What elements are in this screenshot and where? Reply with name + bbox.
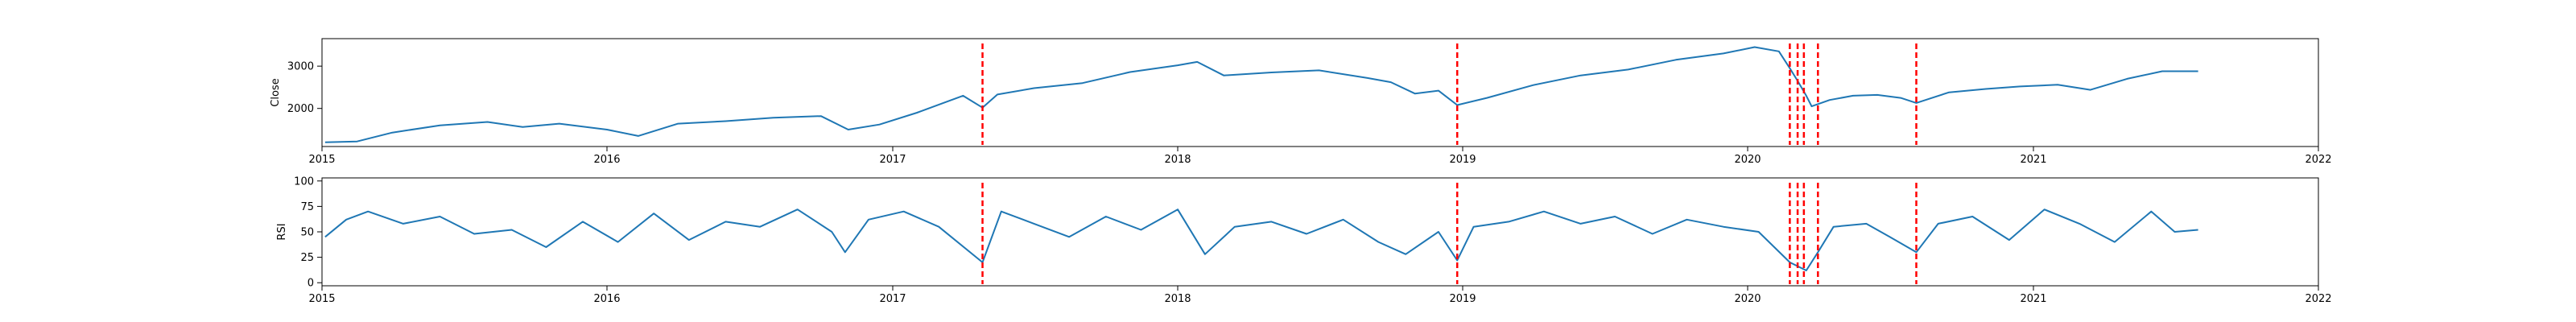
x-tick-label: 2015 <box>308 154 335 166</box>
x-tick-label: 2017 <box>879 293 906 305</box>
x-tick-label: 2016 <box>593 154 620 166</box>
x-tick-label: 2019 <box>1449 293 1476 305</box>
x-tick-label: 2018 <box>1164 154 1191 166</box>
x-tick-label: 2017 <box>879 154 906 166</box>
x-tick-label: 2020 <box>1734 154 1761 166</box>
x-tick-label: 2018 <box>1164 293 1191 305</box>
y-tick-label: 2000 <box>287 103 314 115</box>
y-tick-label: 100 <box>294 175 314 188</box>
close-price-panel: 2015 2016 2017 2018 2019 2020 2021 2022 2000 3000… <box>270 38 2332 166</box>
y-tick-label: 50 <box>300 227 314 239</box>
x-tick-label: 2015 <box>308 293 335 305</box>
x-tick-label: 2022 <box>2305 154 2331 166</box>
y-tick-label: 75 <box>300 201 314 213</box>
x-tick-label: 2016 <box>593 293 620 305</box>
rsi-panel: 2015 2016 2017 2018 2019 2020 2021 2022 0 25 50 75 1… <box>276 175 2332 305</box>
x-tick-label: 2022 <box>2305 293 2331 305</box>
y-axis-label: Close <box>270 78 282 106</box>
series-line-0 <box>324 46 2198 143</box>
y-tick-label: 0 <box>308 278 314 290</box>
x-tick-label: 2021 <box>2020 154 2046 166</box>
y-axis-label: RSI <box>276 223 288 240</box>
x-tick-label: 2019 <box>1449 154 1476 166</box>
plot-frame <box>321 38 2319 147</box>
y-tick-label: 3000 <box>287 61 314 73</box>
y-tick-label: 25 <box>300 252 314 264</box>
x-tick-label: 2020 <box>1734 293 1761 305</box>
x-tick-label: 2021 <box>2020 293 2046 305</box>
series-line-0 <box>324 208 2198 271</box>
